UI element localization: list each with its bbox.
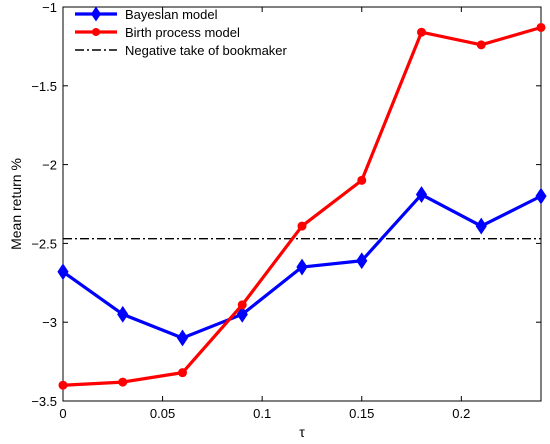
y-tick-label: −3.5 [31,394,57,409]
data-point [236,305,248,323]
y-tick-label: −3 [42,315,57,330]
data-point [415,186,428,203]
y-tick-label: −2 [42,158,57,173]
legend-marker [92,28,100,36]
data-point [476,40,486,50]
y-axis: −3.5 −3 −2.5 −2 −1.5 −1 [31,0,541,409]
y-tick-label: −2.5 [31,236,57,251]
legend: Bayesian model Birth process model Negativ… [75,6,288,58]
data-point [176,329,189,347]
data-point [297,221,307,231]
legend-label: Birth process model [125,25,240,40]
data-point [237,300,247,310]
data-point [536,22,546,32]
x-axis-label: τ [299,424,305,440]
legend-label: Negative take of bookmaker [125,43,288,58]
data-point [178,368,187,378]
data-point [417,27,426,37]
x-tick-label: 0 [59,406,66,421]
data-point [475,217,487,235]
data-point [57,263,69,281]
data-point [118,377,128,387]
data-point [357,175,367,185]
x-tick-label: 0.1 [253,406,271,421]
x-axis: 0 0.05 0.1 0.15 0.2 [59,7,470,421]
y-tick-label: −1.5 [31,79,57,94]
data-point [117,305,129,323]
data-point [58,380,68,390]
series-group [57,22,547,390]
x-tick-label: 0.15 [349,406,374,421]
data-point [296,258,308,276]
x-tick-label: 0.2 [452,406,470,421]
y-tick-label: −1 [42,0,57,15]
data-point [356,252,368,270]
data-point [535,187,547,205]
x-tick-label: 0.05 [150,406,175,421]
plot-area [62,6,542,402]
y-axis-label: Mean return % [8,158,24,250]
legend-label: Bayesian model [125,7,218,22]
legend-marker [91,6,101,22]
